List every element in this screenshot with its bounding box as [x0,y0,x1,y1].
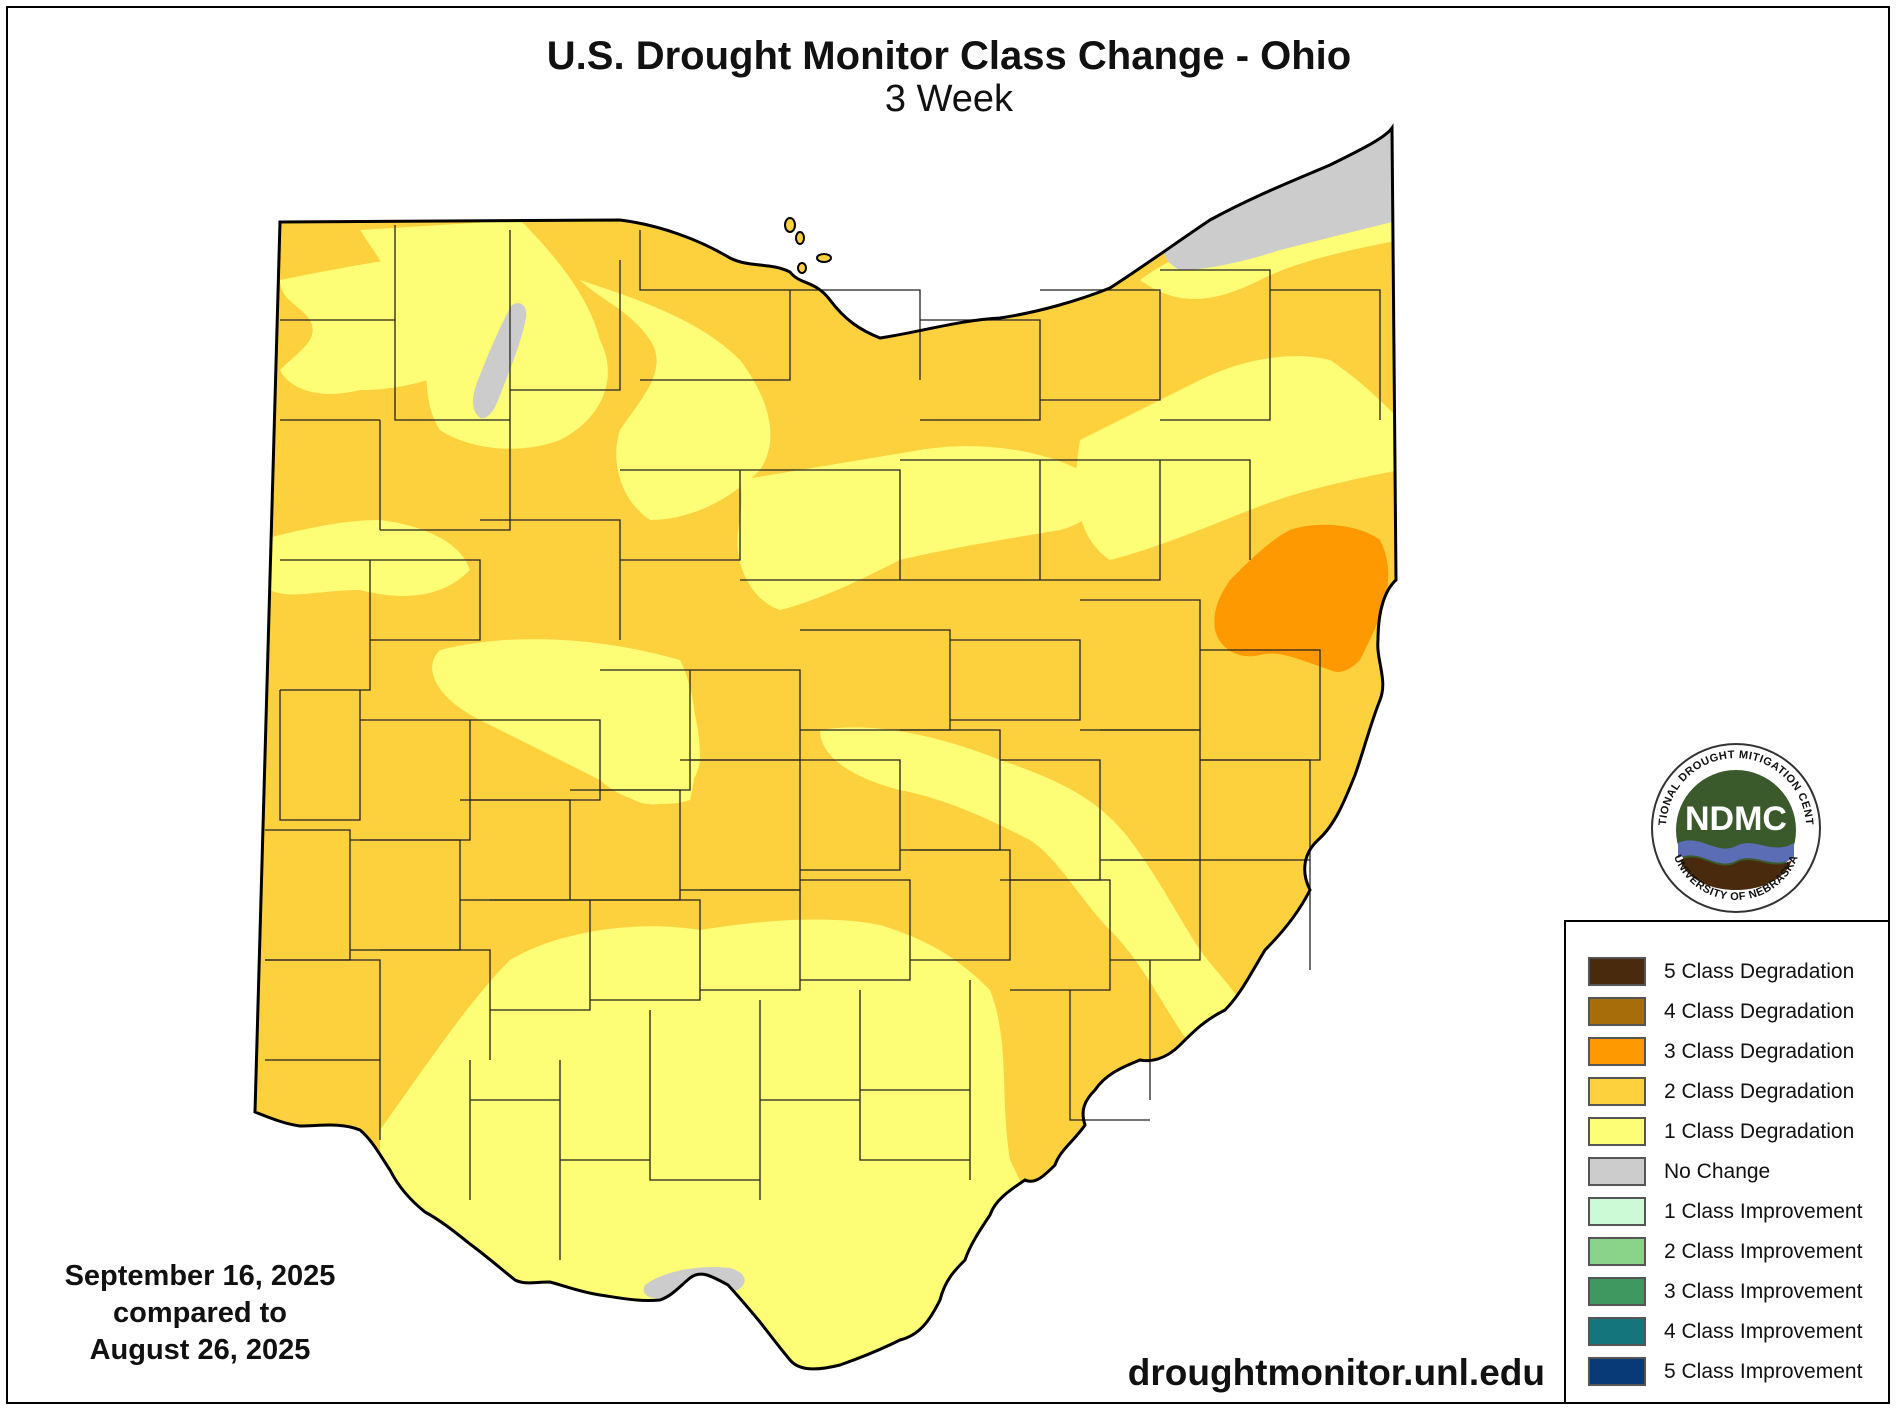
previous-date: August 26, 2025 [89,1334,311,1366]
ohio-state-border [253,123,1398,1371]
legend-item: 5 Class Improvement [1588,1352,1888,1392]
region-one-class-north-central [580,280,771,520]
legend-swatch [1588,1037,1646,1066]
region-one-class-south [380,919,1080,1369]
legend-item: 1 Class Degradation [1588,1112,1888,1152]
legend-label: 2 Class Degradation [1664,1080,1855,1103]
legend-label: 1 Class Improvement [1664,1200,1863,1223]
legend-swatch [1588,1197,1646,1226]
date-comparison: September 16, 2025 compared to August 26… [30,1258,370,1369]
region-one-class-northwest2 [360,220,608,449]
legend-label: 5 Class Improvement [1664,1360,1863,1383]
legend-swatch [1588,1117,1646,1146]
compared-to-text: compared to [112,1297,288,1329]
legend-swatch [1588,1077,1646,1106]
legend-label: 2 Class Improvement [1664,1240,1863,1263]
legend-swatch [1588,1157,1646,1186]
legend: 5 Class Degradation 4 Class Degradation 3 … [1564,920,1890,1404]
legend-label: 3 Class Improvement [1664,1280,1863,1303]
legend-swatch [1588,1277,1646,1306]
legend-label: 5 Class Degradation [1664,960,1855,983]
county-lines [265,225,1381,1260]
region-one-class-north-central2 [737,446,1098,610]
legend-label: 4 Class Improvement [1664,1320,1863,1343]
map-title: U.S. Drought Monitor Class Change - Ohio [546,34,1352,78]
legend-swatch [1588,1357,1646,1386]
legend-label: 1 Class Degradation [1664,1120,1855,1143]
legend-label: No Change [1664,1160,1771,1183]
region-no-change-northwest [473,303,527,419]
legend-label: 4 Class Degradation [1664,1000,1855,1023]
logo-abbrev: NDMC [1685,800,1787,838]
legend-swatch [1588,1317,1646,1346]
legend-item: 4 Class Degradation [1588,992,1888,1032]
legend-item: 5 Class Degradation [1588,952,1888,992]
legend-item: 3 Class Degradation [1588,1032,1888,1072]
current-date: September 16, 2025 [64,1260,336,1292]
legend-item: 4 Class Improvement [1588,1312,1888,1352]
region-one-class-northeast-band [1076,356,1396,560]
legend-item: 2 Class Improvement [1588,1232,1888,1272]
lake-erie-islands [784,217,832,274]
legend-swatch [1588,997,1646,1026]
map-frame [6,6,1890,1404]
region-one-class-central2 [603,648,700,805]
legend-swatch [1588,957,1646,986]
region-no-change-northeast [1163,128,1396,270]
legend-item: 3 Class Improvement [1588,1272,1888,1312]
region-three-class [1214,524,1389,672]
legend-item: No Change [1588,1152,1888,1192]
legend-item: 2 Class Degradation [1588,1072,1888,1112]
region-one-class-west-strip [260,520,470,596]
map-subtitle: 3 Week [884,78,1014,120]
ndmc-logo: NDMC NATIONAL DROUGHT MITIGATION CENTER … [1646,738,1821,913]
legend-swatch [1588,1237,1646,1266]
website-link[interactable]: droughtmonitor.unl.edu [1127,1352,1545,1393]
legend-item: 1 Class Improvement [1588,1192,1888,1232]
legend-label: 3 Class Degradation [1664,1040,1855,1063]
region-one-class-east-strip [1240,1000,1310,1054]
